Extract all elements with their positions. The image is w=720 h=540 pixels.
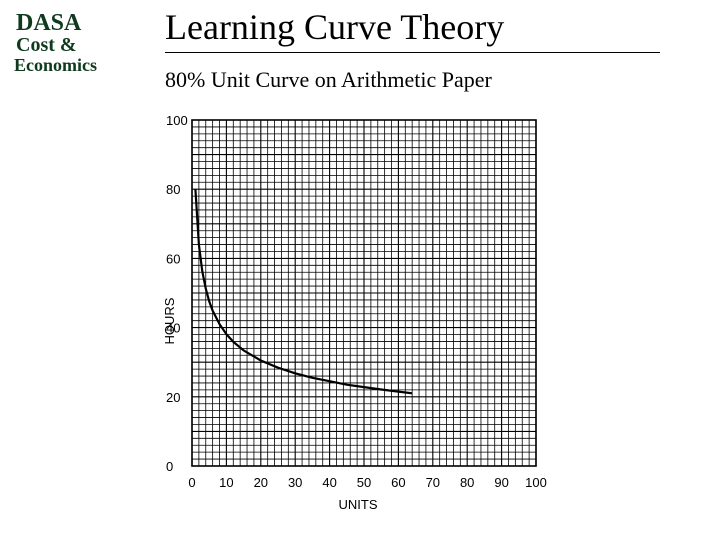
x-tick-label: 90 — [494, 475, 508, 490]
x-tick-label: 50 — [357, 475, 371, 490]
y-tick-label: 20 — [166, 390, 180, 405]
slide-title: Learning Curve Theory — [165, 7, 505, 47]
dasa-logo: DASA Cost & Economics — [14, 10, 97, 75]
y-tick-label: 60 — [166, 251, 180, 266]
logo-line-1: DASA — [16, 10, 82, 36]
y-tick-label: 80 — [166, 182, 180, 197]
logo-line-3: Economics — [14, 55, 97, 75]
title-divider — [165, 52, 660, 53]
series-line — [194, 189, 413, 395]
x-tick-label: 40 — [322, 475, 336, 490]
chart-grid — [191, 119, 537, 467]
x-tick-label: 10 — [219, 475, 233, 490]
y-tick-label: 40 — [166, 321, 180, 336]
x-axis-label: UNITS — [339, 497, 378, 512]
x-tick-label: 20 — [254, 475, 268, 490]
x-tick-label: 60 — [391, 475, 405, 490]
x-axis-ticks: 0 10 20 30 40 50 60 70 80 90 100 — [188, 475, 546, 490]
plot-frame — [191, 119, 537, 467]
x-tick-label: 80 — [460, 475, 474, 490]
x-tick-label: 0 — [188, 475, 195, 490]
y-tick-label: 0 — [166, 459, 173, 474]
x-tick-label: 30 — [288, 475, 302, 490]
x-tick-label: 100 — [525, 475, 547, 490]
chart-title: 80% Unit Curve on Arithmetic Paper — [165, 67, 492, 92]
logo-line-2: Cost & — [16, 34, 77, 56]
y-axis-ticks: 0 20 40 60 80 100 — [166, 113, 188, 474]
x-tick-label: 70 — [426, 475, 440, 490]
y-tick-label: 100 — [166, 113, 188, 128]
chart: 0 20 40 60 80 100 0 10 20 30 40 50 60 70 80 90 100 HOUR… — [162, 113, 547, 512]
y-axis-label: HOURS — [162, 297, 177, 344]
